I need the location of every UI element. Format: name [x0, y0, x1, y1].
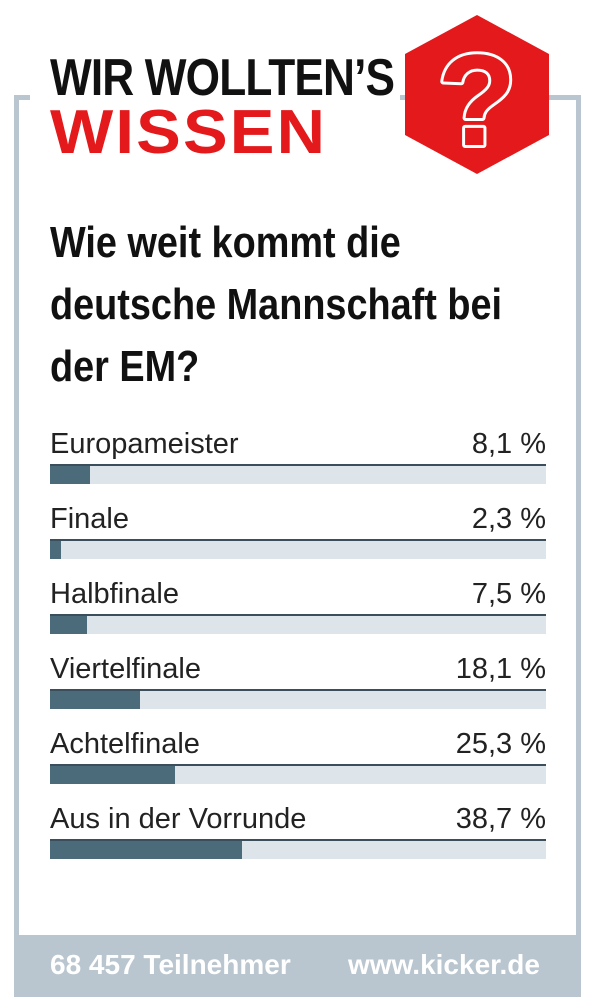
- question-line-3: der EM?: [50, 342, 200, 391]
- result-label: Aus in der Vorrunde: [50, 803, 307, 835]
- result-value: 2,3 %: [471, 503, 546, 535]
- result-value: 25,3 %: [455, 728, 546, 760]
- question-line-2: deutsche Mannschaft bei: [50, 280, 503, 329]
- result-value: 8,1 %: [471, 428, 546, 460]
- result-label: Achtelfinale: [50, 728, 200, 760]
- title-line-2: WISSEN: [50, 98, 328, 167]
- result-value: 38,7 %: [455, 803, 546, 835]
- result-bar: [50, 541, 62, 559]
- question-mark-glyph: ?: [437, 27, 516, 173]
- result-bar-track: [50, 464, 546, 484]
- result-label: Viertelfinale: [50, 653, 202, 685]
- result-row: Finale 2,3 %: [50, 503, 546, 563]
- result-bar-track: [50, 839, 546, 859]
- result-bar-track: [50, 689, 546, 709]
- result-bar: [50, 841, 242, 859]
- result-row: Halbfinale 7,5 %: [50, 578, 546, 638]
- title-background: [30, 40, 400, 160]
- result-bar: [50, 466, 91, 484]
- result-bar-track: [50, 539, 546, 559]
- result-row: Viertelfinale 18,1 %: [50, 653, 546, 713]
- result-row: Achtelfinale 25,3 %: [50, 728, 546, 788]
- result-row: Aus in der Vorrunde 38,7 %: [50, 803, 546, 863]
- result-row: Europameister 8,1 %: [50, 428, 546, 488]
- result-label: Europameister: [50, 428, 239, 460]
- result-bar: [50, 766, 176, 784]
- result-bar: [50, 691, 140, 709]
- result-label: Finale: [50, 503, 129, 535]
- result-bar: [50, 616, 88, 634]
- title-line-1: WIR WOLLTEN’S: [50, 49, 395, 107]
- result-value: 7,5 %: [471, 578, 546, 610]
- footer-bar: 68 457 Teilnehmer www.kicker.de: [14, 935, 581, 997]
- participants-count: 68 457 Teilnehmer: [50, 949, 291, 980]
- question-hexagon-icon: ?: [405, 15, 549, 176]
- result-bar-track: [50, 764, 546, 784]
- question-line-1: Wie weit kommt die: [50, 218, 401, 267]
- result-label: Halbfinale: [50, 578, 179, 610]
- result-bar-track: [50, 614, 546, 634]
- poll-question: Wie weit kommt die deutsche Mannschaft b…: [50, 212, 503, 398]
- result-value: 18,1 %: [455, 653, 546, 685]
- website-url[interactable]: www.kicker.de: [348, 949, 540, 980]
